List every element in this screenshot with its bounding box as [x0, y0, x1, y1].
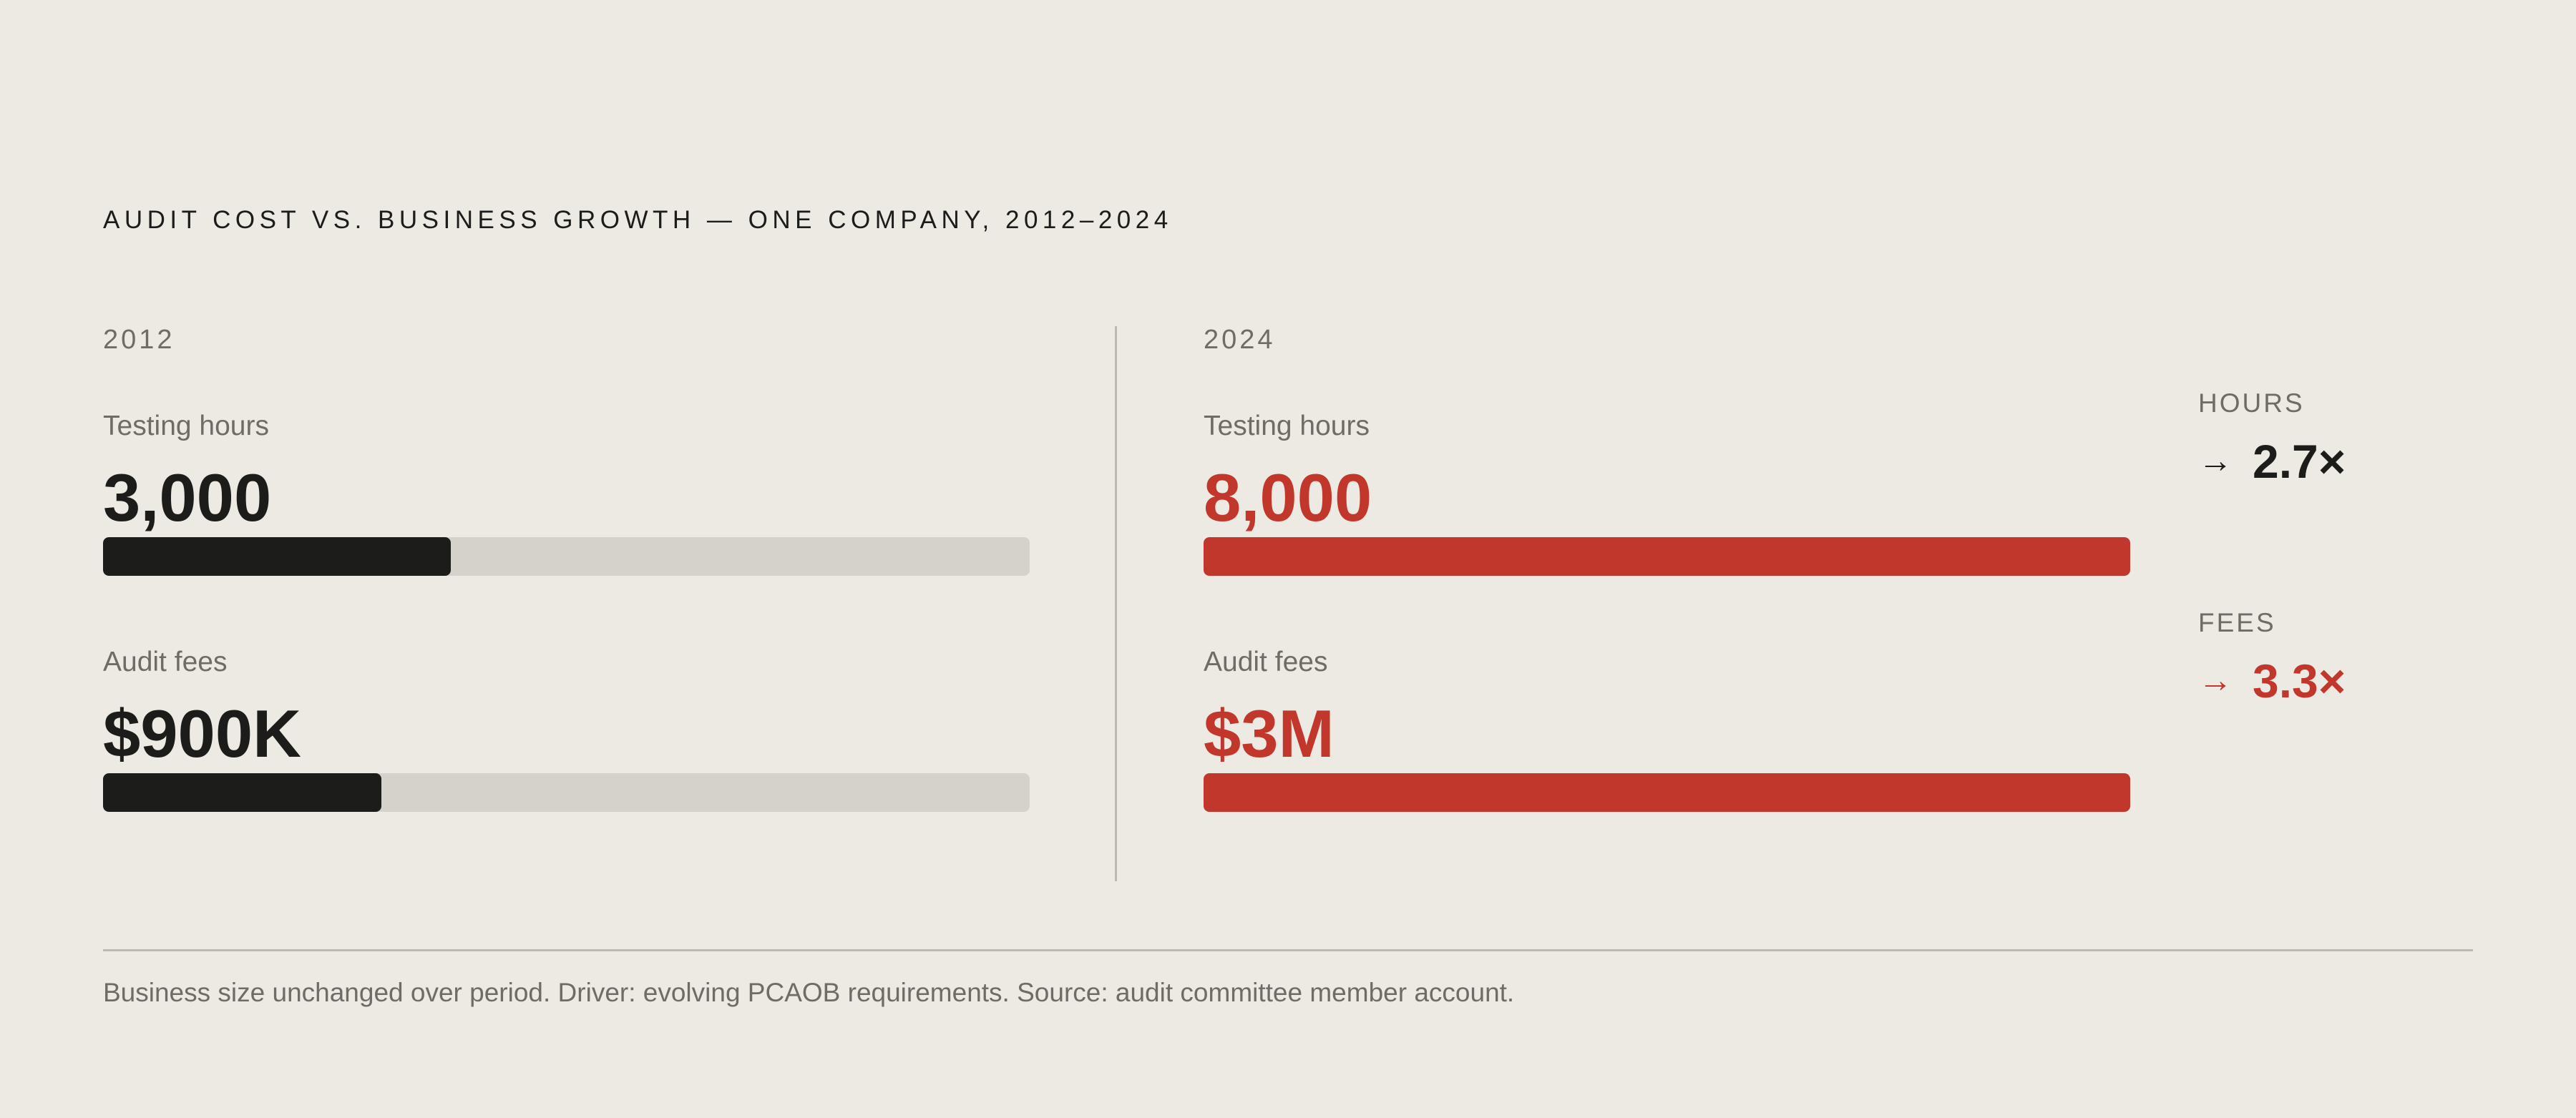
bar-fill-fees-2012: [103, 773, 381, 812]
fees-multiplier-label: FEES: [2198, 608, 2276, 637]
panel-year: 2012: [103, 325, 175, 355]
bar-track-hours: [103, 537, 1030, 576]
hours-multiplier-value: 2.7×: [2253, 435, 2346, 488]
hours-multiplier-label: HOURS: [2198, 388, 2305, 418]
metric-label-hours: Testing hours: [1204, 411, 1370, 441]
metric-value-hours: 3,000: [103, 460, 272, 535]
bar-fill-hours-2012: [103, 537, 451, 576]
panel-year: 2024: [1204, 325, 1276, 355]
footer-rule: [103, 949, 2473, 951]
footnote: Business size unchanged over period. Dri…: [103, 978, 1515, 1007]
fees-multiplier-value: 3.3×: [2253, 654, 2346, 707]
chart-title: AUDIT COST VS. BUSINESS GROWTH — ONE COM…: [103, 206, 1173, 234]
bar-track-fees: [103, 773, 1030, 812]
panel-2012: 2012 Testing hours 3,000 Audit fees $900…: [103, 325, 1030, 812]
metric-value-hours: 8,000: [1204, 460, 1372, 535]
hours-multiplier-value-row: → 2.7×: [2198, 438, 2346, 485]
metric-label-fees: Audit fees: [1204, 647, 1328, 677]
arrow-right-icon: →: [2198, 442, 2233, 480]
metric-value-fees: $900K: [103, 696, 301, 771]
metric-label-hours: Testing hours: [103, 411, 269, 441]
hours-multiplier: HOURS → 2.7×: [2198, 390, 2346, 485]
metric-value-fees: $3M: [1204, 696, 1335, 771]
panel-divider: [1115, 326, 1117, 881]
bar-track-hours: [1204, 537, 2130, 576]
panel-2024: 2024 Testing hours 8,000 Audit fees $3M: [1204, 325, 2130, 812]
metric-label-fees: Audit fees: [103, 647, 228, 677]
fees-multiplier-value-row: → 3.3×: [2198, 657, 2346, 705]
bar-fill-hours-2024: [1204, 537, 2130, 576]
bar-track-fees: [1204, 773, 2130, 812]
fees-multiplier: FEES → 3.3×: [2198, 609, 2346, 705]
arrow-right-icon: →: [2198, 662, 2233, 700]
bar-fill-fees-2024: [1204, 773, 2130, 812]
